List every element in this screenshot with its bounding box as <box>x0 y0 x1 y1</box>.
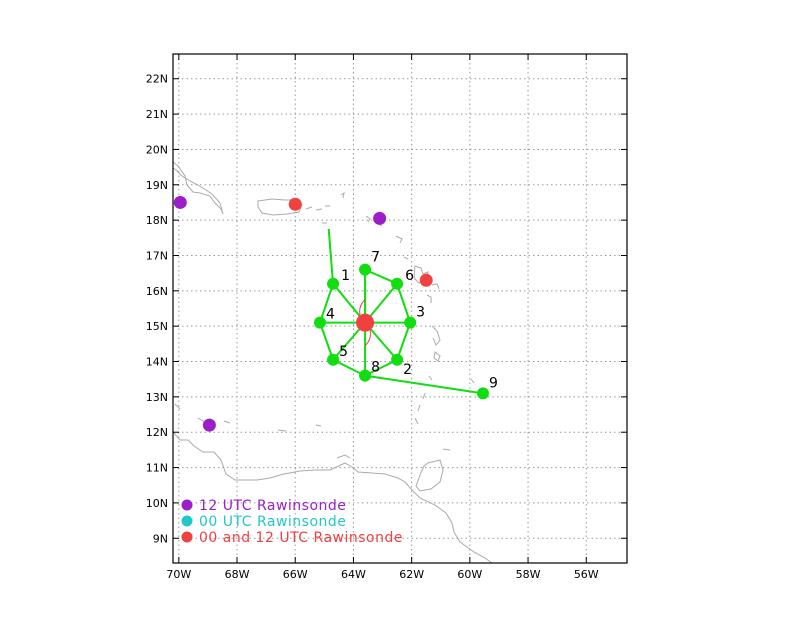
y-tick-label: 11N <box>146 462 168 475</box>
coast-abc-islands <box>174 403 231 424</box>
dropsonde-point <box>391 277 404 290</box>
coast-barbuda <box>403 256 409 260</box>
y-tick-label: 15N <box>146 320 168 333</box>
x-tick-label: 68W <box>225 568 250 581</box>
coast-antigua <box>395 235 403 244</box>
coast-martinique <box>431 325 441 346</box>
x-tick-label: 62W <box>399 568 424 581</box>
dropsonde-point <box>359 263 372 276</box>
coast-hispaniola <box>173 161 224 215</box>
coast-marie-galante <box>431 283 440 290</box>
y-tick-label: 14N <box>146 356 168 369</box>
x-tick-label: 58W <box>516 568 541 581</box>
sonde-layer: 1 2 3 4 5 6 7 8 9 <box>173 195 498 432</box>
rawinsonde-00-12utc-point <box>419 273 433 287</box>
dropsonde-label: 8 <box>371 360 380 376</box>
coast-leeward-1 <box>365 215 371 223</box>
coast-puerto-rico <box>257 198 303 216</box>
storm-center-point <box>356 313 375 332</box>
dropsonde-point <box>359 369 372 382</box>
y-tick-label: 17N <box>146 249 168 262</box>
coast-grenada <box>414 417 419 425</box>
y-tick-label: 22N <box>146 73 168 86</box>
tick-labels: 70W 68W 66W 64W 62W 60W 58W 56W9N10N11N12N13N14… <box>146 73 599 581</box>
coast-trinidad <box>415 459 444 492</box>
dropsonde-point <box>391 353 404 366</box>
dropsonde-point <box>327 353 340 366</box>
legend-label: 00 UTC Rawinsonde <box>199 514 346 530</box>
dropsonde-label: 5 <box>339 344 348 360</box>
y-tick-label: 9N <box>153 532 168 545</box>
dropsonde-label: 9 <box>489 375 498 391</box>
dropsonde-point <box>313 316 326 329</box>
x-tick-label: 56W <box>574 568 599 581</box>
map-frame <box>172 53 628 564</box>
coast-dominica <box>426 294 432 303</box>
dropsonde-label: 2 <box>403 362 412 378</box>
track-leg-9 <box>364 374 484 395</box>
coast-anguilla <box>340 191 345 199</box>
dropsonde-label: 1 <box>341 268 350 284</box>
dropsonde-label: 3 <box>416 305 425 321</box>
y-tick-label: 16N <box>146 285 168 298</box>
tick-marks <box>173 54 627 563</box>
legend-label: 12 UTC Rawinsonde <box>199 498 346 514</box>
coastlines <box>173 161 493 563</box>
coast-blanquilla <box>315 424 322 427</box>
coast-tobago <box>442 448 451 451</box>
y-tick-label: 13N <box>146 391 168 404</box>
dropsonde-point <box>404 316 417 329</box>
y-tick-label: 10N <box>146 497 168 510</box>
coast-st-vincent <box>428 375 433 381</box>
rawinsonde-00-12utc-point <box>288 197 302 211</box>
x-tick-label: 64W <box>341 568 366 581</box>
legend-label: 00 and 12 UTC Rawinsonde <box>199 530 403 546</box>
y-tick-label: 12N <box>146 426 168 439</box>
x-tick-label: 66W <box>283 568 308 581</box>
grid <box>173 54 627 563</box>
dropsonde-label: 7 <box>371 250 380 266</box>
legend-marker <box>181 499 193 511</box>
coast-venezuela <box>173 431 493 563</box>
coast-barbados <box>470 378 475 384</box>
coast-virgin-islands <box>305 205 330 224</box>
coast-margarita <box>336 454 351 459</box>
y-tick-label: 21N <box>146 108 168 121</box>
coast-st-lucia <box>433 351 441 362</box>
x-tick-label: 60W <box>457 568 482 581</box>
rawinsonde-12utc-point <box>173 195 187 209</box>
y-tick-label: 18N <box>146 214 168 227</box>
rawinsonde-12utc-point <box>202 418 216 432</box>
coast-orchila <box>277 429 287 432</box>
rawinsonde-12utc-point <box>373 211 387 225</box>
legend-marker <box>181 531 193 543</box>
flight-track <box>318 228 412 377</box>
y-tick-label: 20N <box>146 143 168 156</box>
dropsonde-label: 4 <box>326 307 335 323</box>
coast-grenadines <box>417 392 426 412</box>
dropsonde-point <box>327 277 340 290</box>
dropsonde-label: 6 <box>405 268 414 284</box>
y-tick-label: 19N <box>146 179 168 192</box>
x-tick-label: 70W <box>166 568 191 581</box>
legend-marker <box>181 515 193 527</box>
dropsonde-point <box>476 387 489 400</box>
